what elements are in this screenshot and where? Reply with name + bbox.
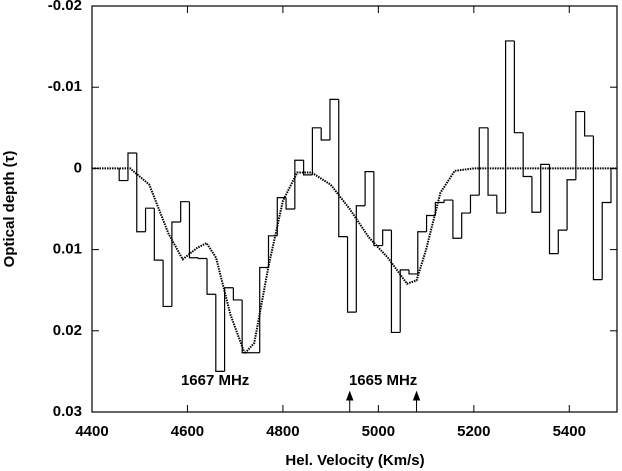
x-tick-label: 4600 (171, 423, 204, 440)
histogram-step (346, 236, 357, 313)
histogram-step (434, 201, 445, 216)
histogram-step (311, 127, 322, 175)
y-tick-label: 0.01 (53, 241, 82, 258)
histogram-step (469, 194, 480, 214)
y-tick-label: 0 (74, 159, 82, 176)
y-tick-label: -0.01 (48, 78, 82, 95)
plot-frame (91, 5, 618, 413)
histogram-step (531, 176, 541, 213)
histogram-step (540, 163, 550, 213)
histogram-step (513, 40, 524, 134)
histogram-step (364, 171, 374, 206)
arrow (346, 390, 354, 412)
y-tick-label: 0.02 (53, 322, 82, 339)
histogram-step (285, 197, 295, 210)
histogram-step (443, 199, 453, 203)
histogram-step (505, 40, 515, 214)
annotation: 1667 MHz (181, 372, 249, 389)
histogram-step (180, 201, 190, 222)
histogram-step (136, 152, 146, 233)
histogram-step (355, 205, 366, 313)
histogram-step (496, 195, 506, 214)
histogram-step (303, 160, 313, 176)
histogram-step (162, 260, 172, 308)
histogram-step (408, 269, 418, 275)
annotation: 1665 MHz (349, 372, 417, 389)
histogram-step (399, 269, 410, 333)
x-tick-label: 4800 (266, 423, 299, 440)
histogram-step (461, 212, 471, 239)
x-tick-label: 5400 (553, 423, 586, 440)
histogram-step (390, 230, 401, 334)
histogram-step (584, 111, 594, 137)
fit-curve (92, 167, 617, 356)
histogram-step (548, 164, 559, 255)
histogram-step (452, 200, 462, 239)
histogram-step (557, 229, 568, 254)
histogram-step (197, 257, 208, 260)
histogram-step (153, 208, 164, 261)
histogram-step (373, 171, 383, 247)
histogram-step (118, 168, 128, 182)
histogram-step (241, 299, 251, 354)
x-tick-label: 5200 (457, 423, 490, 440)
histogram-step (566, 179, 576, 231)
histogram-step (425, 214, 436, 232)
y-axis-label: Optical depth (τ) (1, 151, 18, 268)
histogram-step (294, 159, 304, 209)
histogram-step (417, 231, 427, 274)
histogram-step (171, 221, 181, 307)
x-tick-label: 5000 (362, 423, 395, 440)
histogram-step (144, 207, 155, 232)
arrow (412, 390, 421, 412)
x-tick-label: 4400 (75, 423, 108, 440)
histogram-step (215, 294, 225, 372)
histogram-step (127, 152, 137, 181)
histogram-step (487, 127, 497, 196)
histogram-step (320, 127, 330, 141)
histogram-step (592, 135, 603, 281)
x-axis-label: Hel. Velocity (Km/s) (285, 452, 424, 469)
histogram-step (329, 98, 339, 140)
histogram-step (522, 132, 532, 178)
histogram-step (259, 266, 269, 353)
y-tick-label: -0.02 (48, 0, 82, 14)
histogram-step (188, 201, 199, 259)
histogram-step (575, 110, 585, 180)
histogram-step (338, 99, 348, 238)
histogram-step (478, 127, 489, 196)
histogram-step (232, 287, 243, 301)
histogram-step (382, 229, 392, 246)
histogram-step (206, 258, 216, 295)
y-tick-label: 0.03 (53, 403, 82, 420)
histogram-step (601, 168, 612, 280)
